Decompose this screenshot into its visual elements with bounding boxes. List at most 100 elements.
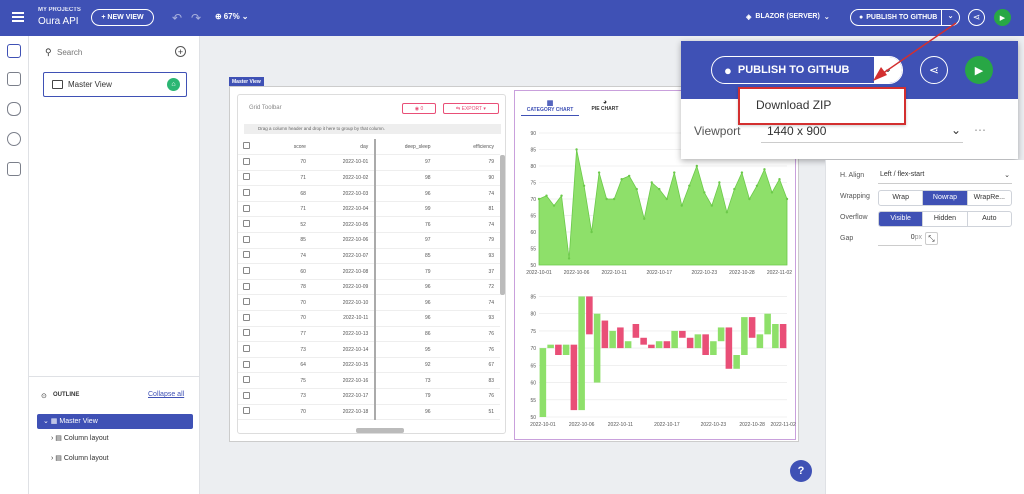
table-row[interactable]: 74 2022-10-07 85 93 [238, 248, 500, 265]
assets-icon[interactable] [7, 162, 21, 176]
column-header-score[interactable]: score [261, 139, 312, 156]
table-row[interactable]: 73 2022-10-17 79 76 [238, 388, 500, 405]
row-checkbox[interactable] [243, 360, 251, 368]
column-header-deep-sleep[interactable]: deep_sleep [374, 139, 437, 156]
add-view-button[interactable]: + [175, 46, 186, 57]
table-row[interactable]: 70 2022-10-11 96 93 [238, 310, 500, 327]
breadcrumb[interactable]: MY PROJECTS [38, 7, 81, 13]
palette-icon[interactable] [7, 132, 21, 146]
table-row[interactable]: 73 2022-10-14 95 76 [238, 341, 500, 358]
popup-share-button[interactable]: ⋖ [920, 56, 948, 84]
popup-publish-button[interactable]: ● PUBLISH TO GITHUB [711, 56, 903, 84]
database-icon[interactable] [7, 102, 21, 116]
help-button[interactable]: ? [790, 460, 812, 482]
row-select[interactable] [238, 310, 262, 327]
row-select[interactable] [238, 185, 262, 202]
tree-item-master-view[interactable]: ⌄ ▦ Master View [37, 414, 193, 429]
row-select[interactable] [238, 201, 262, 218]
components-icon[interactable] [7, 72, 21, 86]
column-header-efficiency[interactable]: efficiency [436, 139, 500, 156]
wrap-option[interactable]: Wrap [879, 191, 924, 205]
row-checkbox[interactable] [243, 220, 251, 228]
row-select[interactable] [238, 232, 262, 249]
run-button[interactable]: ▶ [994, 9, 1011, 26]
table-row[interactable]: 64 2022-10-15 92 67 [238, 357, 500, 374]
row-select[interactable] [238, 154, 262, 171]
row-select[interactable] [238, 216, 262, 234]
gap-link-icon[interactable]: ⤡ [925, 232, 938, 245]
hidden-option[interactable]: Hidden [923, 212, 968, 226]
select-all-checkbox[interactable] [243, 142, 251, 150]
h-align-select[interactable]: Left / flex-start ⌄ [878, 168, 1012, 184]
zoom-control[interactable]: ⊕ 67% ⌄ [215, 12, 248, 21]
chart-panel[interactable]: ▦ CATEGORY CHART ◕ PIE CHART 50 55 60 65 70 75 8… [514, 90, 796, 440]
tab-category-chart[interactable]: ▦ CATEGORY CHART [521, 99, 579, 116]
views-icon[interactable] [7, 44, 21, 58]
row-checkbox[interactable] [243, 282, 251, 290]
select-all-cell[interactable] [238, 139, 262, 156]
master-view-item[interactable]: Master View ⌂ [43, 72, 187, 97]
row-checkbox[interactable] [243, 329, 251, 337]
share-button[interactable]: ⋖ [968, 9, 985, 26]
row-select[interactable] [238, 372, 262, 389]
group-by-area[interactable]: Drag a column header and drop it here to… [244, 124, 501, 134]
wrap-reverse-option[interactable]: WrapRe... [973, 194, 1006, 201]
nowrap-option[interactable]: Nowrap [923, 191, 968, 205]
collapse-all-link[interactable]: Collapse all [148, 391, 185, 398]
row-select[interactable] [238, 170, 262, 187]
new-view-button[interactable]: + NEW VIEW [91, 9, 154, 26]
row-checkbox[interactable] [243, 267, 251, 275]
menu-icon[interactable] [12, 12, 24, 22]
visible-option[interactable]: Visible [879, 212, 924, 226]
row-checkbox[interactable] [243, 204, 251, 212]
tab-pie-chart[interactable]: ◕ PIE CHART [585, 99, 625, 112]
table-row[interactable]: 77 2022-10-13 86 76 [238, 326, 500, 343]
table-row[interactable]: 70 2022-10-18 96 51 [238, 404, 500, 421]
row-checkbox[interactable] [243, 407, 251, 415]
auto-option[interactable]: Auto [982, 215, 997, 222]
gap-input[interactable]: 0px [878, 232, 922, 246]
table-row[interactable]: 71 2022-10-04 99 81 [238, 201, 500, 218]
table-row[interactable]: 85 2022-10-06 97 79 [238, 232, 500, 249]
row-select[interactable] [238, 404, 262, 421]
row-select[interactable] [238, 248, 262, 265]
tree-item-column-layout[interactable]: › ▤ Column layout [51, 455, 109, 462]
column-header-day[interactable]: day [311, 139, 376, 156]
data-grid[interactable]: Grid Toolbar ◉ 0 ⇆ EXPORT ▾ Drag a colum… [237, 94, 506, 434]
row-checkbox[interactable] [243, 235, 251, 243]
row-checkbox[interactable] [243, 173, 251, 181]
publish-dropdown-toggle[interactable]: ⌄ [941, 10, 959, 25]
row-select[interactable] [238, 294, 262, 312]
more-icon[interactable]: ⋯ [974, 123, 986, 137]
redo-icon[interactable]: ↷ [191, 11, 202, 25]
vertical-scrollbar[interactable] [500, 155, 505, 295]
popup-run-button[interactable]: ▶ [965, 56, 993, 84]
table-row[interactable]: 68 2022-10-03 96 74 [238, 185, 500, 202]
row-checkbox[interactable] [243, 345, 251, 353]
row-select[interactable] [238, 326, 262, 343]
frame-label[interactable]: Master View [229, 77, 264, 87]
table-row[interactable]: 52 2022-10-05 76 74 [238, 216, 500, 234]
row-select[interactable] [238, 388, 262, 405]
tree-item-column-layout[interactable]: › ▤ Column layout [51, 435, 109, 442]
platform-select[interactable]: ◈ BLAZOR (SERVER) ⌄ [746, 13, 830, 21]
row-select[interactable] [238, 341, 262, 358]
row-checkbox[interactable] [243, 157, 251, 165]
publish-github-button[interactable]: ● PUBLISH TO GITHUB ⌄ [850, 9, 960, 26]
table-row[interactable]: 75 2022-10-16 73 83 [238, 372, 500, 389]
table-row[interactable]: 78 2022-10-09 96 72 [238, 279, 500, 296]
download-zip-item[interactable]: Download ZIP [756, 98, 832, 112]
export-button[interactable]: ⇆ EXPORT ▾ [443, 103, 499, 114]
row-checkbox[interactable] [243, 251, 251, 259]
row-checkbox[interactable] [243, 376, 251, 384]
row-select[interactable] [238, 263, 262, 280]
row-checkbox[interactable] [243, 313, 251, 321]
table-row[interactable]: 70 2022-10-01 97 79 [238, 154, 500, 171]
row-select[interactable] [238, 357, 262, 374]
row-select[interactable] [238, 279, 262, 296]
search-input[interactable] [57, 45, 167, 59]
table-row[interactable]: 70 2022-10-10 96 74 [238, 294, 500, 312]
row-checkbox[interactable] [243, 189, 251, 197]
download-zip-menu[interactable]: Download ZIP [738, 87, 906, 125]
row-checkbox[interactable] [243, 391, 251, 399]
